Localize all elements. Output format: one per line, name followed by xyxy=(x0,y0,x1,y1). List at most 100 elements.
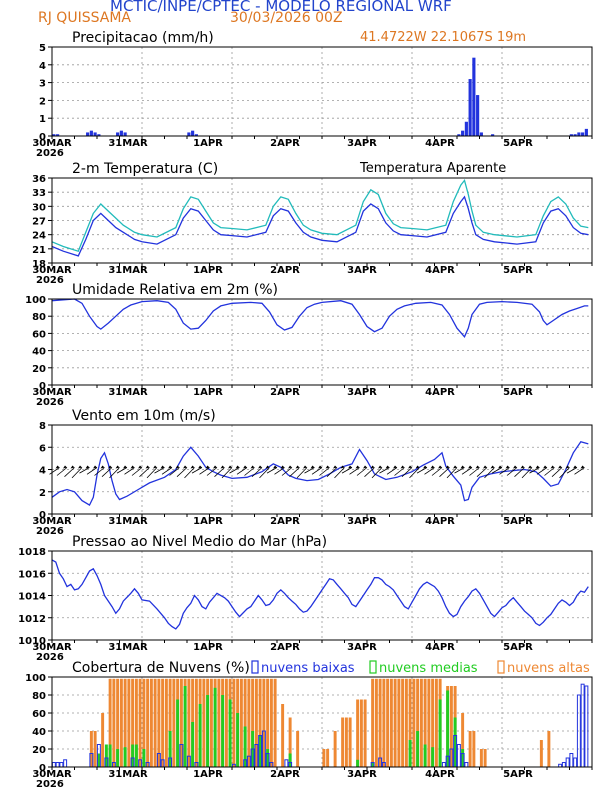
y-tick-label: 60 xyxy=(32,709,46,720)
wind-arrow-head xyxy=(325,465,330,469)
wind-arrow xyxy=(184,467,195,479)
cloud-bar xyxy=(569,753,574,768)
x-tick-label: 2APR xyxy=(270,516,300,527)
wind-arrow-head xyxy=(445,465,450,469)
wind-arrow xyxy=(476,467,488,477)
y-tick-label: 1012 xyxy=(18,614,46,625)
cloud-bar xyxy=(149,678,153,767)
cloud-bar xyxy=(344,717,348,767)
legend-swatch xyxy=(497,660,505,674)
y-tick-label: 0 xyxy=(39,763,46,774)
wind-arrow-head xyxy=(183,465,187,469)
x-tick-label: 3APR xyxy=(347,516,377,527)
x-tick-label: 5APR xyxy=(503,387,533,398)
cloud-bar xyxy=(453,717,457,767)
precip-bar xyxy=(119,130,123,136)
wind-arrow xyxy=(86,467,98,475)
year-label: 2026 xyxy=(36,148,64,159)
wind-arrow-head xyxy=(528,465,532,469)
cloud-bar xyxy=(116,749,120,767)
x-tick-label: 4APR xyxy=(425,769,455,780)
wind-arrow xyxy=(379,467,390,474)
cloud-bar xyxy=(472,731,476,767)
wind-arrow-head xyxy=(265,465,270,469)
cloud-bar xyxy=(119,678,123,767)
wind-arrow-head xyxy=(198,465,202,469)
wind-arrow-head xyxy=(318,465,322,469)
precip-bar xyxy=(116,132,120,136)
x-tick-label: 5APR xyxy=(503,516,533,527)
cloud-bar xyxy=(104,744,108,767)
wind-arrow-head xyxy=(168,465,172,469)
cloud-bar xyxy=(198,704,202,767)
cloud-bar xyxy=(423,744,427,767)
wind-arrow xyxy=(139,467,150,477)
x-tick-label: 31MAR xyxy=(108,387,148,398)
cloud-bar xyxy=(172,678,176,767)
cloud-bar xyxy=(322,749,326,767)
wind-arrow xyxy=(79,467,90,474)
cloud-bar xyxy=(93,731,97,767)
cloud-bar xyxy=(142,749,146,767)
cloud-bar xyxy=(176,699,180,767)
precip-bar xyxy=(476,95,480,136)
cloud-bar xyxy=(191,722,195,767)
wind-arrow xyxy=(529,467,540,474)
wind-arrow-head xyxy=(243,465,247,469)
wind-arrow-head xyxy=(535,465,540,469)
wind-arrow xyxy=(484,467,495,479)
cloud-bar xyxy=(221,695,225,767)
x-tick-label: 1APR xyxy=(193,387,223,398)
x-tick-label: 2APR xyxy=(270,387,300,398)
cloud-bar xyxy=(397,678,401,767)
precip-bar xyxy=(491,134,495,136)
wind-arrow-head xyxy=(550,465,555,469)
precip-bar xyxy=(52,134,56,136)
cloud-bar xyxy=(580,683,585,768)
cloud-bar xyxy=(266,678,270,767)
wind-arrow xyxy=(214,467,225,477)
cloud-bar xyxy=(273,678,277,767)
wind-arrow-head xyxy=(490,465,495,469)
cloud-bar xyxy=(217,678,221,767)
cloud-bar xyxy=(359,699,363,767)
wind-arrow-head xyxy=(145,465,150,469)
cloud-bar xyxy=(584,685,589,768)
x-tick-label: 2APR xyxy=(270,642,300,653)
cloud-bar xyxy=(438,699,442,767)
cloud-bar xyxy=(209,678,213,767)
cloud-bar xyxy=(356,759,360,767)
header-run-time: 30/03/2026 00Z xyxy=(230,10,343,26)
wind-arrow xyxy=(349,467,360,475)
wind-arrow xyxy=(266,467,278,474)
wind-arrow-head xyxy=(130,465,135,469)
cloud-bar xyxy=(326,749,330,767)
cloud-bar xyxy=(123,678,127,767)
wind-arrow-head xyxy=(498,465,502,469)
wind-arrow-head xyxy=(348,465,352,469)
cloud-bar xyxy=(142,678,146,767)
cloud-bar xyxy=(446,690,450,767)
wind-arrow xyxy=(409,467,420,479)
x-tick-label: 30MAR xyxy=(32,769,72,780)
wind-arrow-head xyxy=(108,465,112,469)
x-tick-label: 2APR xyxy=(270,138,300,149)
wind-arrow xyxy=(71,467,83,479)
panel-title: Vento em 10m (m/s) xyxy=(72,408,216,424)
panel-1: 0 1 2 3 4 5 30MAR 31MAR 1APR 2APR 3APR 4APR 5APR 2026… xyxy=(32,30,593,159)
year-label: 2026 xyxy=(36,526,64,537)
cloud-bar xyxy=(434,678,438,767)
wind-arrow xyxy=(221,467,233,479)
wind-arrow xyxy=(191,467,203,474)
cloud-bar xyxy=(356,699,360,767)
wind-arrow xyxy=(304,467,315,474)
cloud-bar xyxy=(408,740,412,767)
wind-arrow xyxy=(206,467,218,476)
y-tick-label: 33 xyxy=(32,188,46,199)
y-tick-label: 40 xyxy=(32,727,46,738)
wind-arrow-head xyxy=(408,465,412,469)
wind-arrow-head xyxy=(400,465,405,469)
header-coordinates: 41.4722W 22.1067S 19m xyxy=(360,30,527,45)
cloud-bar xyxy=(131,744,135,767)
wind-arrow xyxy=(341,467,353,474)
